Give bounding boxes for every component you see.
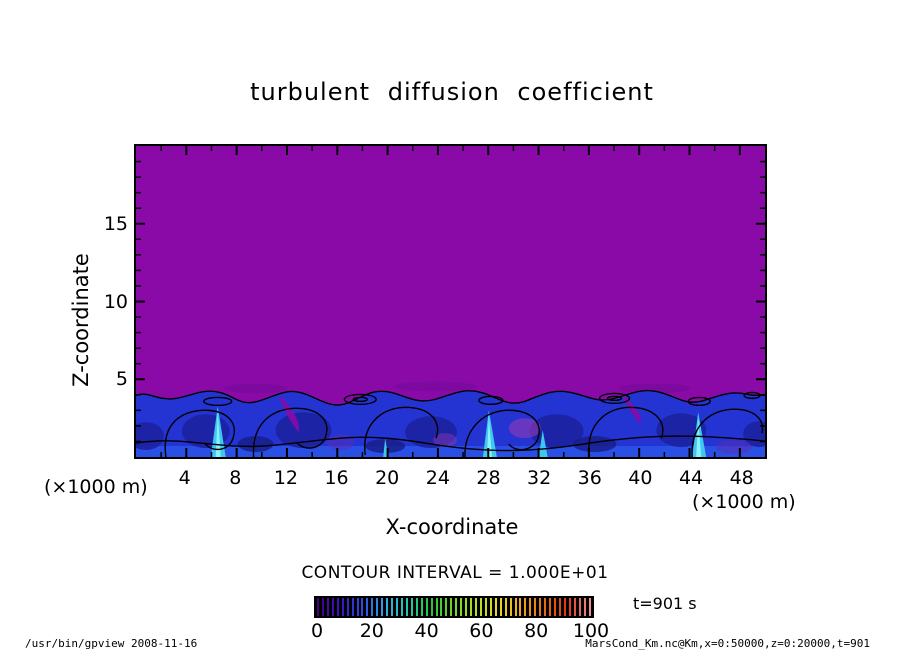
- colorbar-stripe: [455, 598, 458, 616]
- y-tick-label: 15: [103, 212, 128, 235]
- colorbar-stripe: [326, 598, 329, 616]
- colorbar-stripe: [376, 598, 379, 616]
- contour-plot-frame: [134, 144, 767, 459]
- colorbar-stripe: [400, 598, 403, 616]
- colorbar-stripe: [371, 598, 374, 616]
- colorbar-stripe: [321, 598, 324, 616]
- x-tick-label: 24: [425, 467, 450, 489]
- y-tick-label: 10: [103, 290, 128, 313]
- x-tick-label: 44: [678, 467, 704, 489]
- x-tick-label: 36: [577, 467, 602, 489]
- colorbar-stripe: [534, 598, 537, 616]
- colorbar-stripe: [381, 598, 384, 616]
- x-axis-label: X-coordinate: [385, 515, 519, 539]
- y-tick-label: 5: [115, 368, 128, 391]
- x-axis-unit: (×1000 m): [692, 491, 796, 513]
- footer-command-line: /usr/bin/gpview 2008-11-16: [25, 637, 198, 650]
- colorbar-stripe: [558, 598, 561, 616]
- contour-lines: [136, 389, 765, 457]
- colorbar-stripe: [514, 598, 517, 616]
- colorbar-stripe: [588, 598, 591, 616]
- colorbar-stripe: [317, 598, 319, 616]
- contour-interval-note: CONTOUR INTERVAL = 1.000E+01: [301, 563, 609, 583]
- colorbar-stripe: [554, 598, 556, 616]
- x-tick-label: 4: [178, 467, 191, 489]
- footer-data-source: MarsCond_Km.nc@Km,x=0:50000,z=0:20000,t=…: [585, 637, 870, 650]
- colorbar-stripe: [509, 598, 512, 616]
- colorbar-tick-label: 80: [524, 620, 549, 642]
- colorbar-stripe: [460, 598, 463, 616]
- colorbar-tick-label: 40: [414, 620, 439, 642]
- x-tick-label: 20: [375, 467, 400, 489]
- colorbar-stripe: [470, 598, 473, 616]
- colorbar-stripe: [563, 598, 566, 616]
- colorbar-stripe: [519, 598, 522, 616]
- colorbar-stripe: [524, 598, 527, 616]
- colorbar-stripe: [544, 598, 547, 616]
- colorbar-tick-label: 60: [469, 620, 494, 642]
- colorbar-stripe: [499, 598, 502, 616]
- x-tick-label: 8: [229, 467, 242, 489]
- x-tick-label: 12: [273, 467, 298, 489]
- colorbar-stripe: [361, 598, 364, 616]
- colorbar-stripe: [450, 598, 453, 616]
- x-tick-label: 28: [476, 467, 501, 489]
- surface-strip: [136, 446, 765, 457]
- colorbar-stripe: [346, 598, 349, 616]
- colorbar-stripe: [336, 598, 339, 616]
- colorbar-stripe: [529, 598, 532, 616]
- colorbar-stripe: [549, 598, 552, 616]
- colorbar-stripe: [475, 598, 477, 616]
- colorbar-stripe: [356, 598, 359, 616]
- colorbar-stripe: [415, 598, 418, 616]
- colorbar-stripe: [578, 598, 581, 616]
- colorbar-stripe: [583, 598, 586, 616]
- colorbar-stripe: [410, 598, 413, 616]
- colorbar-stripe: [494, 598, 497, 616]
- colorbar-stripe: [396, 598, 398, 616]
- colorbar-tick-labels: 0 20 40 60 80 100: [310, 620, 609, 642]
- colorbar-stripe: [465, 598, 468, 616]
- y-axis-unit: (×1000 m): [44, 476, 148, 498]
- purple-intrusions: [279, 395, 641, 433]
- time-label: t=901 s: [633, 594, 697, 613]
- contour-plot-canvas: [136, 146, 765, 457]
- x-tick-label: 16: [324, 467, 349, 489]
- colorbar-stripe: [573, 598, 576, 616]
- x-tick-label: 40: [628, 467, 653, 489]
- colorbar-stripe: [504, 598, 507, 616]
- colorbar-stripe: [366, 598, 369, 616]
- colorbar-tick-label: 20: [359, 620, 384, 642]
- colorbar-stripe: [405, 598, 408, 616]
- colorbar: [314, 596, 594, 618]
- colorbar-stripe: [391, 598, 394, 616]
- plot-title: turbulent diffusion coefficient: [250, 78, 654, 106]
- colorbar-stripe: [568, 598, 571, 616]
- colorbar-stripe: [489, 598, 492, 616]
- colorbar-stripe: [420, 598, 423, 616]
- colorbar-stripe: [331, 598, 334, 616]
- colorbar-stripe: [539, 598, 542, 616]
- x-tick-labels: 4 8 12 16 20 24 28 32 36 40 44 48: [134, 467, 767, 489]
- colorbar-stripe: [484, 598, 487, 616]
- colorbar-stripe: [445, 598, 448, 616]
- colorbar-stripe: [341, 598, 344, 616]
- axis-ticks: [136, 146, 765, 457]
- colorbar-tick-label: 0: [310, 620, 324, 642]
- colorbar-stripe: [430, 598, 433, 616]
- colorbar-stripe: [440, 598, 443, 616]
- colorbar-stripe: [351, 598, 354, 616]
- colorbar-stripe: [386, 598, 389, 616]
- x-tick-label: 32: [527, 467, 552, 489]
- y-tick-labels: 5 10 15: [74, 146, 128, 457]
- colorbar-stripe: [435, 598, 438, 616]
- boundary-wisps: [223, 381, 765, 394]
- colorbar-stripe: [479, 598, 482, 616]
- x-tick-label: 48: [729, 467, 754, 489]
- colorbar-tick-label: 100: [572, 620, 610, 642]
- colorbar-stripe: [425, 598, 428, 616]
